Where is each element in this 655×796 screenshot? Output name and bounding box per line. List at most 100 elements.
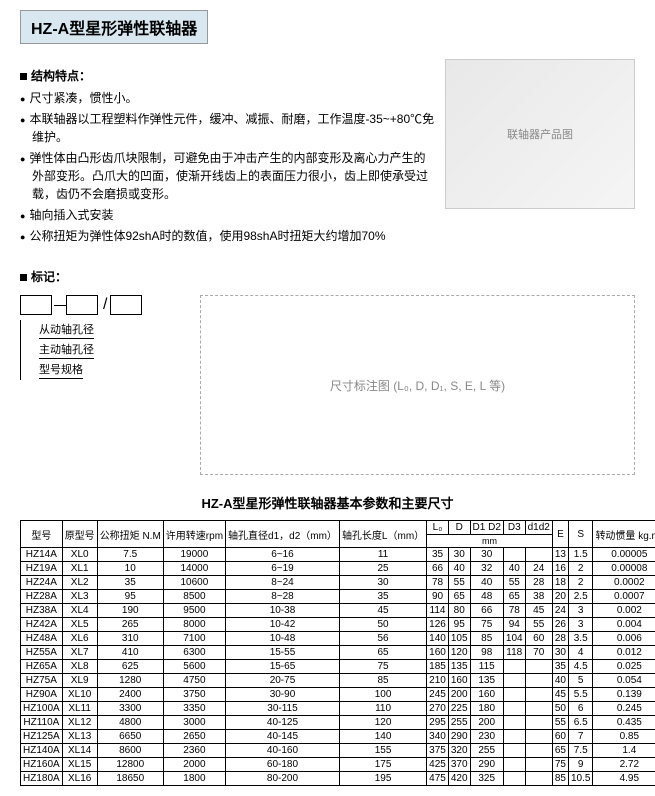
cell: XL13 (62, 730, 97, 744)
table-row: HZ48AXL6310710010-48561401058510460283.5… (21, 632, 655, 646)
cell: 65 (448, 590, 470, 604)
cell: HZ28A (21, 590, 63, 604)
cell: 85 (470, 632, 503, 646)
cell: 24 (552, 604, 568, 618)
cell: XL16 (62, 772, 97, 786)
cell: 5.5 (568, 688, 592, 702)
cell (525, 758, 552, 772)
cell: 80-200 (226, 772, 340, 786)
cell: 90 (427, 590, 449, 604)
cell: 265 (97, 618, 163, 632)
cell: 1800 (163, 772, 225, 786)
cell: 6650 (97, 730, 163, 744)
cell: 45 (525, 604, 552, 618)
cell: 8~28 (226, 590, 340, 604)
cell: 0.004 (593, 618, 655, 632)
cell: 410 (97, 646, 163, 660)
cell: 2650 (163, 730, 225, 744)
cell: 8~24 (226, 576, 340, 590)
cell: 4 (568, 646, 592, 660)
cell: 40-125 (226, 716, 340, 730)
cell: 0.054 (593, 674, 655, 688)
col-inertia: 转动惯量 kg.m² (593, 521, 655, 548)
cell: 2 (568, 562, 592, 576)
table-title: HZ-A型星形弹性联轴器基本参数和主要尺寸 (20, 493, 635, 512)
cell: HZ75A (21, 674, 63, 688)
cell: 10600 (163, 576, 225, 590)
cell: 2.5 (568, 590, 592, 604)
cell: 38 (525, 590, 552, 604)
cell: 420 (448, 772, 470, 786)
cell: 10-42 (226, 618, 340, 632)
cell: 45 (339, 604, 426, 618)
cell: 0.025 (593, 660, 655, 674)
cell: 340 (427, 730, 449, 744)
cell: 200 (470, 716, 503, 730)
cell: 325 (470, 772, 503, 786)
cell: 180 (470, 702, 503, 716)
cell (525, 730, 552, 744)
col-torque: 公称扭矩 N.M (97, 521, 163, 548)
table-row: HZ24AXL235106008~243078554055281820.0002… (21, 576, 655, 590)
cell: 18 (552, 576, 568, 590)
cell: 6300 (163, 646, 225, 660)
cell: 95 (97, 590, 163, 604)
cell: 104 (503, 632, 525, 646)
cell: 10 (97, 562, 163, 576)
cell: 4800 (97, 716, 163, 730)
cell: XL6 (62, 632, 97, 646)
cell: 115 (470, 660, 503, 674)
cell: 2.72 (593, 758, 655, 772)
dimension-diagram: 尺寸标注图 (L₀, D, D₁, S, E, L 等) (200, 295, 635, 475)
cell: 65 (339, 646, 426, 660)
cell: HZ65A (21, 660, 63, 674)
cell: 320 (448, 744, 470, 758)
cell (503, 702, 525, 716)
cell: 15-65 (226, 660, 340, 674)
col-borelen: 轴孔长度L（mm） (339, 521, 426, 548)
cell: 20 (552, 590, 568, 604)
feature-item: 本联轴器以工程塑料作弹性元件，缓冲、减振、耐磨，工作温度-35~+80℃免维护。 (20, 110, 435, 146)
cell: 135 (470, 674, 503, 688)
cell: HZ125A (21, 730, 63, 744)
cell: 30-115 (226, 702, 340, 716)
cell: 0.012 (593, 646, 655, 660)
cell: 100 (339, 688, 426, 702)
cell: 30 (552, 646, 568, 660)
cell: 24 (525, 562, 552, 576)
cell: 35 (427, 548, 449, 562)
cell: 18650 (97, 772, 163, 786)
cell: 66 (470, 604, 503, 618)
table-row: HZ160AXL1512800200060-180175425370290759… (21, 758, 655, 772)
cell (525, 702, 552, 716)
cell: 3350 (163, 702, 225, 716)
cell: 118 (503, 646, 525, 660)
cell: 98 (470, 646, 503, 660)
table-row: HZ14AXL07.5190006~1611353030131.50.00005… (21, 548, 655, 562)
cell: 78 (503, 604, 525, 618)
cell: 0.00005 (593, 548, 655, 562)
feature-item: 轴向插入式安装 (20, 206, 435, 224)
col-origmodel: 原型号 (62, 521, 97, 548)
feature-item: 弹性体由凸形齿爪块限制，可避免由于冲击产生的内部变形及离心力产生的外部变形。凸爪… (20, 149, 435, 203)
cell (525, 674, 552, 688)
cell: 85 (339, 674, 426, 688)
cell: 30-90 (226, 688, 340, 702)
cell: 375 (427, 744, 449, 758)
col-l0: L₀ (427, 521, 449, 535)
spec-table: 型号 原型号 公称扭矩 N.M 许用转速rpm 轴孔直径d1，d2（mm） 轴孔… (20, 520, 655, 786)
cell: 270 (427, 702, 449, 716)
cell: 6~19 (226, 562, 340, 576)
cell: 105 (448, 632, 470, 646)
cell: XL3 (62, 590, 97, 604)
cell: 255 (470, 744, 503, 758)
col-bore: 轴孔直径d1，d2（mm） (226, 521, 340, 548)
cell: 65 (552, 744, 568, 758)
col-d: D (448, 521, 470, 535)
cell: HZ48A (21, 632, 63, 646)
cell: 120 (339, 716, 426, 730)
cell: HZ19A (21, 562, 63, 576)
cell: XL14 (62, 744, 97, 758)
cell (503, 688, 525, 702)
feature-item: 尺寸紧凑，惯性小。 (20, 89, 435, 107)
